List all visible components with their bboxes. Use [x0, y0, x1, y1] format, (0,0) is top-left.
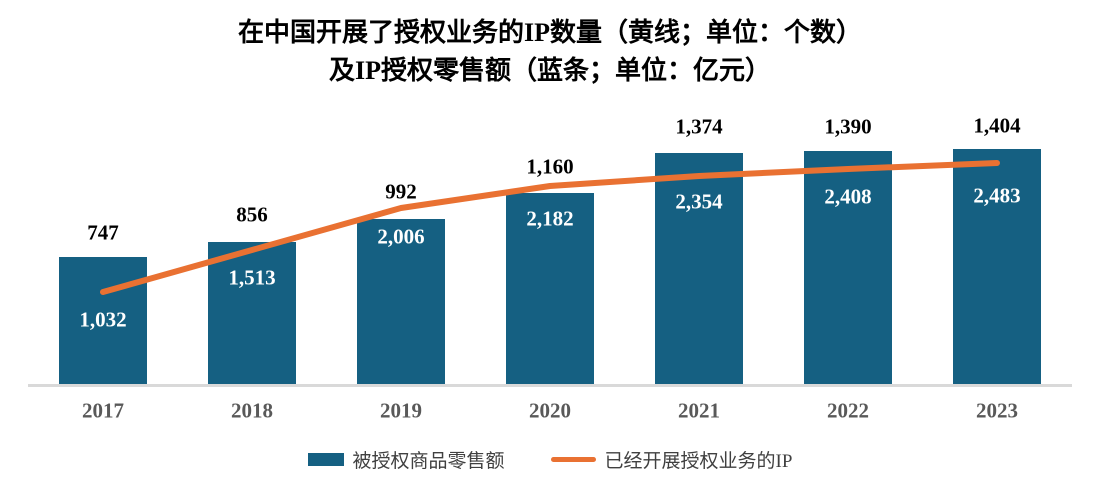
legend: 被授权商品零售额 已经开展授权业务的IP [0, 446, 1100, 473]
bar-value-label-2017: 1,032 [79, 307, 127, 332]
bar-value-label-2020: 2,182 [526, 206, 574, 231]
chart-title-line2: 及IP授权零售额（蓝条；单位：亿元） [328, 56, 771, 85]
line-value-label-2022: 1,390 [824, 114, 872, 139]
bar-series-swatch [307, 453, 344, 466]
x-axis-label-2020: 2020 [529, 398, 571, 423]
legend-label-retail-sales: 被授权商品零售额 [352, 451, 505, 472]
bar-value-label-2023: 2,483 [973, 183, 1021, 208]
legend-label-licensed-ip: 已经开展授权业务的IP [604, 451, 793, 472]
chart-title-line1: 在中国开展了授权业务的IP数量（黄线；单位：个数） [237, 18, 862, 47]
x-axis-label-2021: 2021 [678, 398, 720, 423]
x-axis-label-2017: 2017 [82, 398, 124, 423]
chart-title: 在中国开展了授权业务的IP数量（黄线；单位：个数） 及IP授权零售额（蓝条；单位… [0, 14, 1100, 90]
line-value-label-2021: 1,374 [675, 114, 723, 139]
bar-value-label-2018: 1,513 [228, 265, 276, 290]
x-axis-line [28, 384, 1072, 387]
line-value-label-2018: 856 [236, 202, 268, 227]
legend-item-licensed-ip: 已经开展授权业务的IP [550, 446, 793, 473]
bar-value-label-2019: 2,006 [377, 224, 425, 249]
line-value-label-2020: 1,160 [526, 154, 574, 179]
x-axis-label-2023: 2023 [976, 398, 1018, 423]
bar-2018 [208, 242, 296, 384]
bar-value-label-2022: 2,408 [824, 184, 872, 209]
x-axis-label-2022: 2022 [827, 398, 869, 423]
line-series-swatch [550, 457, 596, 462]
legend-item-retail-sales: 被授权商品零售额 [307, 446, 505, 473]
bar-value-label-2021: 2,354 [675, 189, 723, 214]
x-axis-label-2018: 2018 [231, 398, 273, 423]
line-value-label-2019: 992 [385, 179, 417, 204]
x-axis-label-2019: 2019 [380, 398, 422, 423]
line-value-label-2017: 747 [87, 220, 119, 245]
line-value-label-2023: 1,404 [973, 113, 1021, 138]
bar-2021 [655, 153, 743, 384]
